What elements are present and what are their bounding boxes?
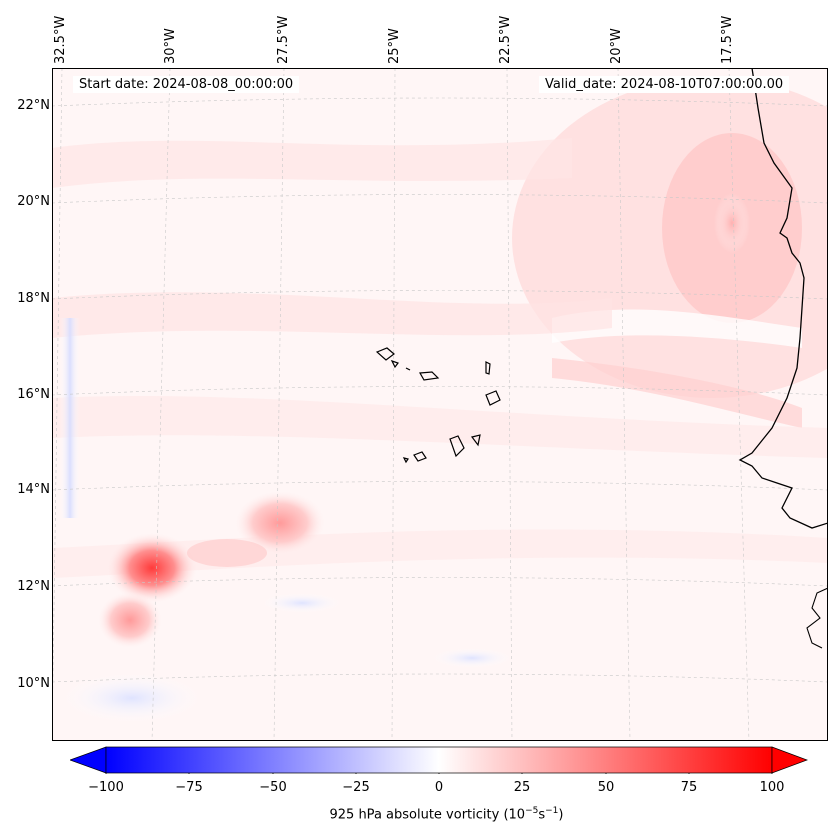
africa-coastline — [738, 68, 828, 741]
vorticity-band-north — [52, 138, 572, 188]
vorticity-map — [52, 68, 828, 741]
lon-label-30w: 30°W — [163, 28, 178, 64]
colorbar-tick-label: −75 — [175, 780, 203, 795]
vorticity-band-central — [52, 395, 828, 458]
cape-verde-islands — [375, 347, 501, 464]
vorticity-feature-mid — [235, 491, 325, 555]
colorbar-tick-label: −100 — [88, 780, 124, 795]
map-frame — [52, 68, 828, 741]
africa-coastline-guinea — [806, 587, 828, 649]
colorbar-tick-label: 50 — [597, 780, 615, 795]
vorticity-feature-south — [98, 592, 162, 648]
colorbar-tick-label: 100 — [759, 780, 785, 795]
vorticity-band-ne-2 — [552, 358, 802, 428]
lon-label-17-5w: 17.5°W — [720, 15, 735, 64]
colorbar-tick-label: 25 — [513, 780, 531, 795]
lon-label-27-5w: 27.5°W — [276, 15, 291, 64]
start-date-label: Start date: 2024-08-08_00:00:00 — [73, 76, 300, 93]
valid-date-label: Valid_date: 2024-08-10T07:00:00.00 — [539, 76, 790, 93]
lat-label-20n: 20°N — [17, 194, 50, 209]
negative-vorticity-south-2 — [432, 648, 512, 668]
colorbar-label: 925 hPa absolute vorticity (10−5s−1) — [329, 806, 564, 823]
lon-label-22-5w: 22.5°W — [498, 15, 513, 64]
negative-vorticity-sw — [62, 673, 202, 723]
colorbar-min-extend — [70, 746, 107, 774]
negative-vorticity-south — [262, 593, 342, 613]
lat-label-16n: 16°N — [17, 387, 50, 402]
negative-vorticity-strip-west — [60, 318, 80, 518]
colorbar — [70, 746, 808, 774]
vorticity-band-ne — [552, 309, 802, 348]
vorticity-trail — [187, 539, 267, 567]
graticule — [52, 68, 828, 741]
colorbar-tick-label: 0 — [434, 780, 444, 795]
colorbar-tick-marks — [105, 773, 773, 774]
lat-label-14n: 14°N — [17, 482, 50, 497]
lon-label-20w: 20°W — [609, 28, 624, 64]
colorbar-tick-label: −25 — [342, 780, 370, 795]
lat-label-10n: 10°N — [17, 676, 50, 691]
vorticity-core-ne — [714, 193, 750, 253]
lat-label-18n: 18°N — [17, 291, 50, 306]
vorticity-band-mid — [52, 292, 612, 338]
lat-label-12n: 12°N — [17, 579, 50, 594]
vorticity-max-sw — [107, 533, 197, 603]
lon-label-32-5w: 32.5°W — [53, 15, 68, 64]
colorbar-tick-label: −50 — [259, 780, 287, 795]
colorbar-gradient — [105, 746, 773, 774]
colorbar-tick-label: 75 — [680, 780, 698, 795]
colorbar-max-extend — [771, 746, 808, 774]
lon-label-25w: 25°W — [387, 28, 402, 64]
lat-label-22n: 22°N — [17, 98, 50, 113]
